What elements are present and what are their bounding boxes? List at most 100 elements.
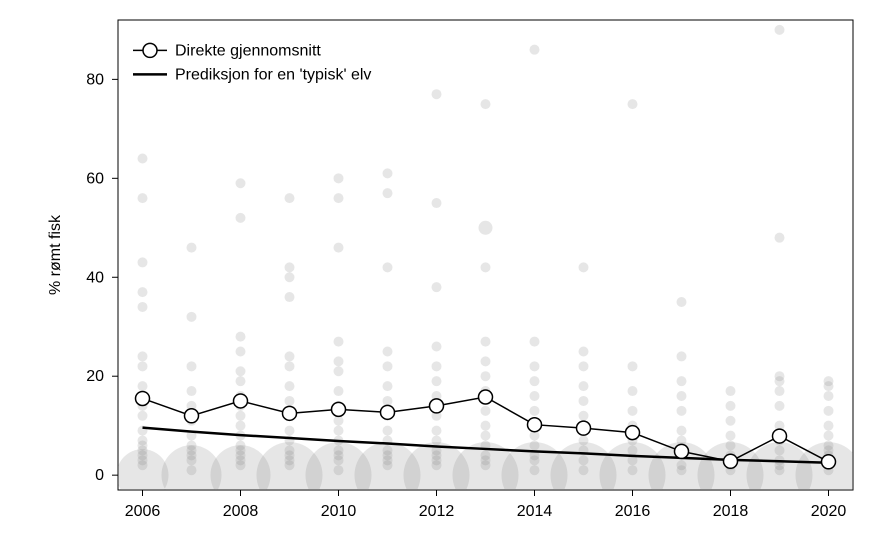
- scatter-point: [138, 193, 148, 203]
- scatter-point: [824, 391, 834, 401]
- scatter-point: [775, 386, 785, 396]
- scatter-point: [334, 465, 344, 475]
- scatter-point: [334, 337, 344, 347]
- scatter-point: [579, 396, 589, 406]
- scatter-point: [285, 445, 295, 455]
- scatter-point: [285, 272, 295, 282]
- y-tick-label: 80: [86, 71, 104, 88]
- y-tick-label: 60: [86, 170, 104, 187]
- mean-marker: [724, 454, 738, 468]
- scatter-point: [236, 366, 246, 376]
- y-tick-label: 40: [86, 269, 104, 286]
- scatter-point: [432, 282, 442, 292]
- scatter-point: [481, 262, 491, 272]
- scatter-point: [726, 440, 736, 450]
- scatter-point: [334, 416, 344, 426]
- scatter-point: [236, 213, 246, 223]
- scatter-point: [479, 221, 493, 235]
- scatter-point: [775, 401, 785, 411]
- mean-marker: [528, 418, 542, 432]
- scatter-point: [432, 376, 442, 386]
- scatter-point: [383, 426, 393, 436]
- scatter-point: [824, 421, 834, 431]
- x-tick-label: 2006: [125, 503, 161, 520]
- scatter-point: [530, 45, 540, 55]
- scatter-point: [285, 426, 295, 436]
- scatter-point: [383, 361, 393, 371]
- scatter-point: [432, 436, 442, 446]
- scatter-point: [824, 406, 834, 416]
- x-tick-label: 2012: [419, 503, 455, 520]
- scatter-point: [481, 421, 491, 431]
- scatter-point: [334, 386, 344, 396]
- scatter-point: [432, 89, 442, 99]
- chart-svg: 2006200820102012201420162018202002040608…: [0, 0, 873, 558]
- scatter-point: [285, 193, 295, 203]
- scatter-point: [628, 361, 638, 371]
- scatter-point: [236, 411, 246, 421]
- mean-marker: [381, 405, 395, 419]
- scatter-point: [677, 391, 687, 401]
- scatter-point: [187, 243, 197, 253]
- scatter-point: [334, 193, 344, 203]
- scatter-point: [628, 465, 638, 475]
- scatter-point: [138, 411, 148, 421]
- scatter-point: [432, 361, 442, 371]
- x-tick-label: 2010: [321, 503, 357, 520]
- mean-marker: [479, 390, 493, 404]
- scatter-point: [334, 356, 344, 366]
- scatter-point: [432, 342, 442, 352]
- legend-mean-marker: [143, 43, 157, 57]
- scatter-point: [726, 416, 736, 426]
- scatter-point: [432, 198, 442, 208]
- x-tick-label: 2014: [517, 503, 553, 520]
- mean-marker: [283, 406, 297, 420]
- x-tick-label: 2020: [811, 503, 847, 520]
- scatter-point: [481, 371, 491, 381]
- scatter-point: [726, 386, 736, 396]
- scatter-point: [285, 396, 295, 406]
- scatter-point: [530, 337, 540, 347]
- scatter-point: [236, 421, 246, 431]
- scatter-point: [236, 332, 246, 342]
- scatter-point: [628, 406, 638, 416]
- mean-marker: [773, 429, 787, 443]
- scatter-point: [677, 297, 687, 307]
- scatter-point: [530, 440, 540, 450]
- mean-marker: [675, 444, 689, 458]
- scatter-point: [677, 460, 687, 470]
- scatter-point: [481, 431, 491, 441]
- scatter-layer: [117, 25, 862, 508]
- y-tick-label: 20: [86, 368, 104, 385]
- scatter-point: [138, 361, 148, 371]
- scatter-point: [383, 381, 393, 391]
- scatter-point: [775, 25, 785, 35]
- scatter-point: [824, 440, 834, 450]
- scatter-point: [677, 376, 687, 386]
- scatter-point: [726, 431, 736, 441]
- scatter-point: [334, 243, 344, 253]
- scatter-point: [530, 376, 540, 386]
- scatter-point: [579, 381, 589, 391]
- scatter-point: [432, 426, 442, 436]
- scatter-point: [187, 361, 197, 371]
- mean-marker: [822, 455, 836, 469]
- scatter-point: [334, 173, 344, 183]
- scatter-point: [775, 371, 785, 381]
- scatter-point: [138, 287, 148, 297]
- scatter-point: [530, 391, 540, 401]
- scatter-point: [383, 168, 393, 178]
- scatter-point: [579, 465, 589, 475]
- scatter-point: [236, 346, 246, 356]
- scatter-point: [285, 381, 295, 391]
- scatter-point: [481, 337, 491, 347]
- mean-marker: [136, 391, 150, 405]
- chart-container: 2006200820102012201420162018202002040608…: [0, 0, 873, 558]
- scatter-point: [383, 346, 393, 356]
- scatter-point: [824, 376, 834, 386]
- scatter-point: [628, 99, 638, 109]
- scatter-point: [824, 431, 834, 441]
- scatter-point: [726, 401, 736, 411]
- x-tick-label: 2008: [223, 503, 259, 520]
- scatter-point: [285, 292, 295, 302]
